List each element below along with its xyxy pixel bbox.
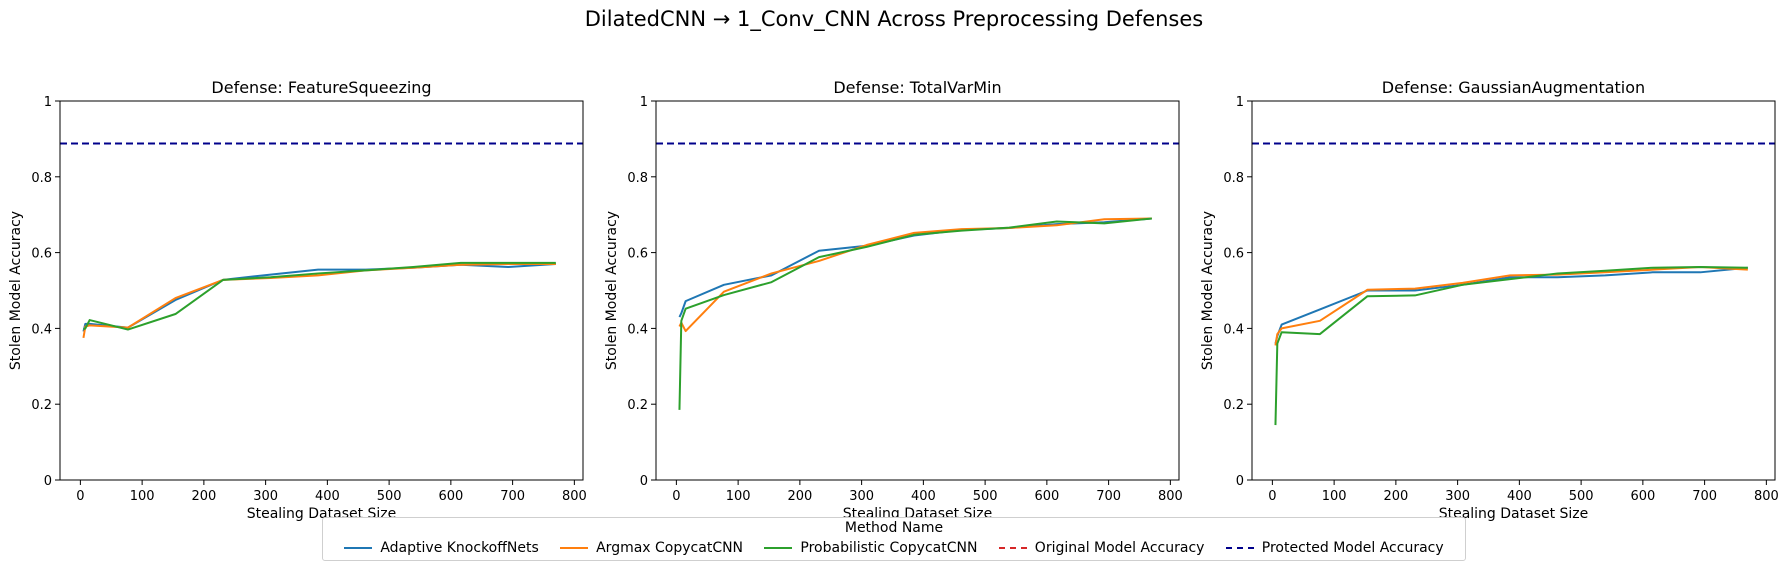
panel-title: Defense: TotalVarMin — [833, 78, 1001, 97]
axes-frame — [59, 100, 584, 481]
plot-area — [60, 142, 583, 339]
x-tick-label: 800 — [1158, 489, 1183, 504]
x-tick-label: 600 — [438, 489, 463, 504]
y-tick-label: 0.8 — [627, 171, 648, 186]
legend-item-probabilistic-copycatcnn: Probabilistic CopycatCNN — [764, 540, 977, 556]
axes-frame — [1251, 100, 1776, 481]
plot-area — [1252, 142, 1775, 426]
x-tick-label: 300 — [1445, 489, 1470, 504]
x-tick-label: 300 — [849, 489, 874, 504]
legend-label: Original Model Accuracy — [1034, 540, 1205, 556]
legend-item-original-model-accuracy: Original Model Accuracy — [998, 540, 1205, 556]
y-tick-label: 1 — [1236, 95, 1244, 110]
y-tick-label: 1 — [44, 95, 52, 110]
x-tick-label: 100 — [130, 489, 155, 504]
x-tick-label: 500 — [1569, 489, 1594, 504]
y-tick-label: 0.8 — [31, 171, 52, 186]
y-tick-label: 0.2 — [31, 398, 52, 413]
legend-label: Probabilistic CopycatCNN — [800, 540, 978, 556]
legend-title: Method Name — [844, 520, 944, 536]
y-tick-label: 0.4 — [31, 322, 52, 337]
legend-swatch — [998, 547, 1027, 549]
legend-label: Protected Model Accuracy — [1261, 540, 1444, 556]
y-tick-label: 0.2 — [1223, 398, 1244, 413]
legend-swatch — [764, 547, 793, 549]
series-line-probabilistic-copycatcnn — [83, 261, 556, 331]
legend-swatch — [344, 547, 373, 549]
y-tick-label: 1 — [640, 95, 648, 110]
legend-item-adaptive-knockoffnets: Adaptive KnockoffNets — [344, 540, 539, 556]
series-line-probabilistic-copycatcnn — [678, 217, 1152, 410]
y-axis-label: Stolen Model Accuracy — [604, 211, 620, 370]
x-tick-label: 200 — [1383, 489, 1408, 504]
chart-panel-1: Defense: FeatureSqueezing 0 100 200 300 400 50… — [8, 78, 587, 522]
x-tick-label: 100 — [726, 489, 751, 504]
panel-title: Defense: FeatureSqueezing — [211, 78, 431, 97]
series-line-argmax-copycatcnn — [678, 217, 1152, 333]
legend: Method Name Adaptive KnockoffNets Argmax… — [322, 517, 1466, 561]
x-tick-label: 600 — [1630, 489, 1655, 504]
axes-frame — [655, 100, 1180, 481]
x-tick-label: 800 — [1754, 489, 1779, 504]
x-tick-label: 100 — [1322, 489, 1347, 504]
x-tick-label: 400 — [1507, 489, 1532, 504]
x-tick-label: 300 — [253, 489, 278, 504]
legend-swatch — [1225, 547, 1254, 549]
legend-items: Adaptive KnockoffNets Argmax CopycatCNN … — [323, 540, 1465, 556]
figure-title: DilatedCNN → 1_Conv_CNN Across Preproces… — [585, 7, 1203, 32]
x-tick-label: 500 — [377, 489, 402, 504]
x-tick-label: 800 — [562, 489, 587, 504]
y-tick-label: 0 — [640, 474, 648, 489]
x-tick-label: 700 — [1096, 489, 1121, 504]
x-tick-label: 500 — [973, 489, 998, 504]
legend-label: Adaptive KnockoffNets — [380, 540, 539, 556]
y-axis-label: Stolen Model Accuracy — [8, 211, 24, 370]
plot-area — [656, 142, 1179, 410]
panel-title: Defense: GaussianAugmentation — [1382, 78, 1645, 97]
x-tick-label: 0 — [672, 489, 680, 504]
y-tick-label: 0.8 — [1223, 171, 1244, 186]
y-tick-label: 0.6 — [1223, 247, 1244, 262]
y-tick-label: 0 — [44, 474, 52, 489]
y-tick-label: 0.2 — [627, 398, 648, 413]
legend-item-argmax-copycatcnn: Argmax CopycatCNN — [560, 540, 743, 556]
legend-item-protected-model-accuracy: Protected Model Accuracy — [1225, 540, 1444, 556]
x-tick-label: 200 — [787, 489, 812, 504]
series-line-argmax-copycatcnn — [1274, 266, 1748, 346]
x-tick-label: 700 — [500, 489, 525, 504]
series-line-probabilistic-copycatcnn — [1274, 266, 1748, 426]
x-axis-label: Stealing Dataset Size — [1439, 506, 1589, 522]
y-tick-label: 0 — [1236, 474, 1244, 489]
x-tick-label: 200 — [191, 489, 216, 504]
y-axis-label: Stolen Model Accuracy — [1200, 211, 1216, 370]
x-tick-label: 400 — [315, 489, 340, 504]
series-line-argmax-copycatcnn — [82, 262, 556, 339]
y-tick-label: 0.6 — [31, 247, 52, 262]
x-tick-label: 0 — [76, 489, 84, 504]
legend-swatch — [560, 547, 589, 549]
x-tick-label: 600 — [1034, 489, 1059, 504]
y-tick-label: 0.4 — [627, 322, 648, 337]
chart-panel-2: Defense: TotalVarMin 0 100 200 300 400 500 600 7… — [604, 78, 1183, 522]
legend-label: Argmax CopycatCNN — [596, 540, 744, 556]
chart-panel-3: Defense: GaussianAugmentation 0 100 200 300 4… — [1200, 78, 1779, 522]
x-tick-label: 400 — [911, 489, 936, 504]
y-tick-label: 0.4 — [1223, 322, 1244, 337]
x-tick-label: 0 — [1268, 489, 1276, 504]
x-tick-label: 700 — [1692, 489, 1717, 504]
y-tick-label: 0.6 — [627, 247, 648, 262]
